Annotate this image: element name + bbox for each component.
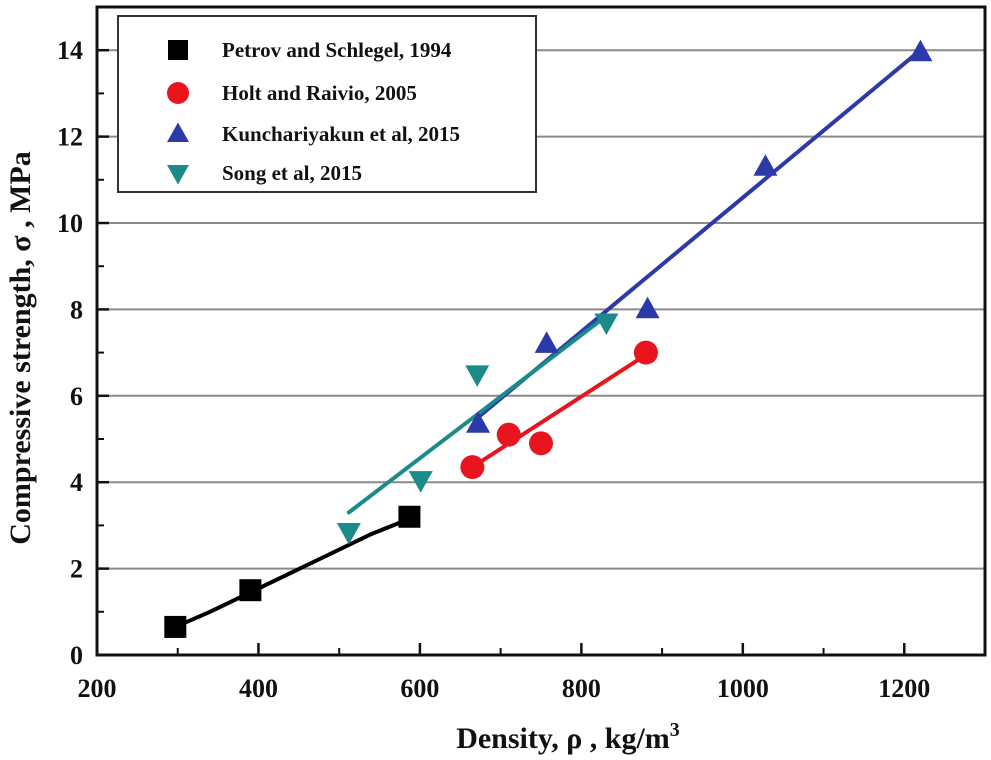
- y-tick-label: 10: [57, 209, 83, 238]
- x-tick-label: 1200: [878, 674, 930, 703]
- legend-label-4: Song et al, 2015: [222, 161, 362, 185]
- x-tick-label: 200: [78, 674, 117, 703]
- legend-marker-1: [168, 40, 188, 60]
- y-tick-label: 2: [70, 555, 83, 584]
- x-tick-label: 800: [562, 674, 601, 703]
- fit-line-series-2: [470, 352, 648, 470]
- legend-marker-3: [167, 122, 189, 143]
- x-axis-title-sup: 3: [670, 719, 680, 741]
- legend-label-2: Holt and Raivio, 2005: [222, 81, 417, 105]
- y-tick-label: 8: [70, 295, 83, 324]
- data-point-series-1: [239, 579, 262, 602]
- data-point-series-1: [398, 505, 421, 528]
- y-tick-label: 0: [70, 641, 83, 670]
- tick-labels: 0 2 4 6 8 10 12 14 200 400 600 800 1000 1200: [57, 36, 930, 703]
- x-axis-title: Density, ρ , kg/m3: [456, 719, 680, 755]
- data-points: [164, 39, 933, 638]
- data-point-series-4: [336, 523, 361, 545]
- y-axis-title: Compressive strength, σ , MPa: [4, 151, 37, 545]
- data-point-series-2: [460, 455, 485, 480]
- data-point-series-4: [465, 365, 490, 387]
- legend-label-3: Kunchariyakun et al, 2015: [222, 122, 460, 146]
- legend-label-1: Petrov and Schlegel, 1994: [222, 38, 452, 62]
- y-tick-label: 6: [70, 382, 83, 411]
- y-tick-label: 14: [57, 36, 83, 65]
- data-point-series-4: [594, 313, 619, 336]
- y-tick-label: 12: [57, 123, 83, 152]
- legend-marker-2: [167, 82, 189, 104]
- data-point-series-2: [633, 340, 658, 365]
- x-tick-label: 1000: [717, 674, 769, 703]
- data-point-series-3: [534, 331, 559, 353]
- data-point-series-3: [908, 39, 933, 62]
- data-point-series-1: [164, 615, 187, 638]
- data-point-series-2: [496, 422, 521, 447]
- x-axis-title-text: Density, ρ , kg/m: [456, 722, 670, 755]
- y-tick-label: 4: [70, 468, 83, 497]
- data-point-series-4: [408, 471, 433, 493]
- fit-line-series-1: [173, 516, 412, 629]
- data-point-series-2: [529, 431, 553, 456]
- plot-frame: [95, 5, 987, 657]
- x-tick-label: 400: [239, 674, 278, 703]
- legend-marker-4: [167, 164, 189, 185]
- data-point-series-3: [635, 296, 660, 319]
- data-point-series-3: [753, 154, 778, 176]
- data-point-series-3: [466, 411, 491, 433]
- legend: Petrov and Schlegel, 1994 Holt and Raivio…: [117, 15, 537, 193]
- x-tick-label: 600: [400, 674, 439, 703]
